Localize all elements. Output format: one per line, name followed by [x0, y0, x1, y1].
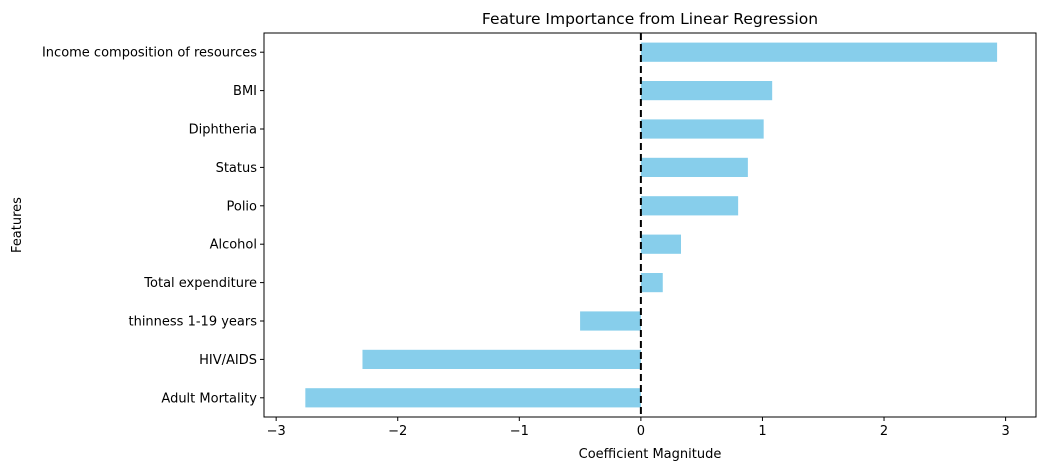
y-tick-label: Income composition of resources — [42, 46, 257, 61]
y-tick-label: BMI — [233, 84, 257, 99]
y-tick-label: Adult Mortality — [161, 391, 257, 406]
bar-5 — [640, 234, 682, 254]
x-tick-label: −2 — [388, 424, 407, 439]
y-tick-label: Total expenditure — [143, 276, 257, 291]
x-tick-label: 0 — [637, 424, 645, 439]
bar-9 — [305, 388, 641, 408]
y-tick-label: Polio — [226, 199, 257, 214]
y-tick-label: HIV/AIDS — [199, 353, 257, 368]
y-tick-label: thinness 1-19 years — [128, 315, 257, 330]
bar-0 — [640, 42, 998, 62]
y-axis-ticks: Income composition of resources BMI Diphth… — [42, 46, 264, 406]
x-tick-label: 1 — [758, 424, 766, 439]
x-tick-label: 3 — [1001, 424, 1009, 439]
x-axis-ticks: −3 −2 −1 0 1 2 3 — [267, 417, 1010, 439]
x-tick-label: −1 — [510, 424, 529, 439]
bar-1 — [640, 81, 773, 101]
chart-title: Feature Importance from Linear Regressio… — [482, 10, 818, 28]
y-axis-title: Features — [10, 197, 25, 253]
y-tick-label: Diphtheria — [189, 123, 257, 138]
x-axis-title: Coefficient Magnitude — [579, 447, 722, 462]
x-tick-label: 2 — [880, 424, 888, 439]
y-tick-label: Alcohol — [210, 238, 257, 253]
bar-3 — [640, 157, 748, 177]
bar-7 — [580, 311, 641, 331]
bar-4 — [640, 196, 739, 216]
plot-frame — [263, 32, 1037, 418]
y-tick-label: Status — [216, 161, 258, 176]
x-tick-label: −3 — [267, 424, 286, 439]
bar-8 — [362, 349, 641, 369]
bars-group — [305, 42, 998, 408]
bar-6 — [640, 273, 663, 293]
bar-2 — [640, 119, 764, 139]
